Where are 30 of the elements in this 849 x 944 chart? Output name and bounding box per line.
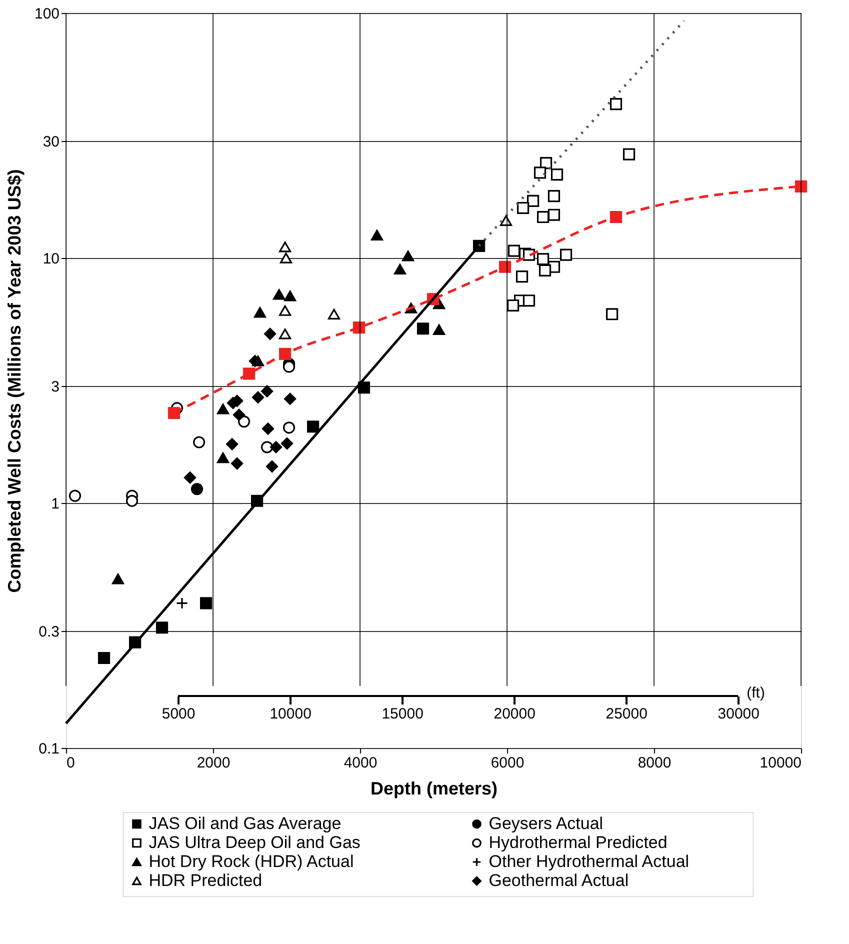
legend-label: Hot Dry Rock (HDR) Actual (148, 852, 354, 871)
x2-tick-label: 30000 (718, 706, 760, 722)
y-tick-label: 0.3 (38, 624, 60, 641)
x-tick-label: 8000 (638, 754, 672, 772)
legend-label: Geysers Actual (488, 814, 604, 833)
legend-label: JAS Oil and Gas Average (148, 814, 342, 833)
x2-tick-label: 15000 (382, 706, 424, 722)
y-tick-label: 3 (51, 378, 60, 396)
x-tick-label: 6000 (490, 754, 524, 772)
y-tick-label: 100 (34, 6, 60, 22)
y-tick-label: 1 (51, 496, 60, 512)
legend-label: Other Hydrothermal Actual (488, 852, 690, 871)
legend-label: Geothermal Actual (488, 871, 629, 890)
legend-label: HDR Predicted (148, 871, 262, 890)
y-tick-label: 0.1 (38, 740, 60, 758)
x-tick-label: 10000 (760, 754, 802, 772)
x2-tick-label: 10000 (270, 706, 312, 722)
y-axis-title: Completed Well Costs (Millions of Year 2003 US$) (4, 169, 24, 593)
x-axis-title: Depth (meters) (370, 778, 498, 798)
y-tick-label: 10 (42, 250, 60, 268)
x-tick-label: 2000 (196, 754, 230, 772)
x2-axis-title: (ft) (746, 684, 765, 702)
x-tick-label: 4000 (344, 754, 378, 772)
legend-label: Hydrothermal Predicted (488, 833, 668, 852)
y-tick-label: 30 (42, 134, 60, 151)
x2-tick-label: 5000 (162, 706, 196, 722)
x2-tick-label: 25000 (606, 706, 648, 722)
legend-label: JAS Ultra Deep Oil and Gas (148, 833, 360, 852)
x-tick-label: 0 (66, 754, 75, 772)
x2-tick-label: 20000 (494, 706, 536, 722)
